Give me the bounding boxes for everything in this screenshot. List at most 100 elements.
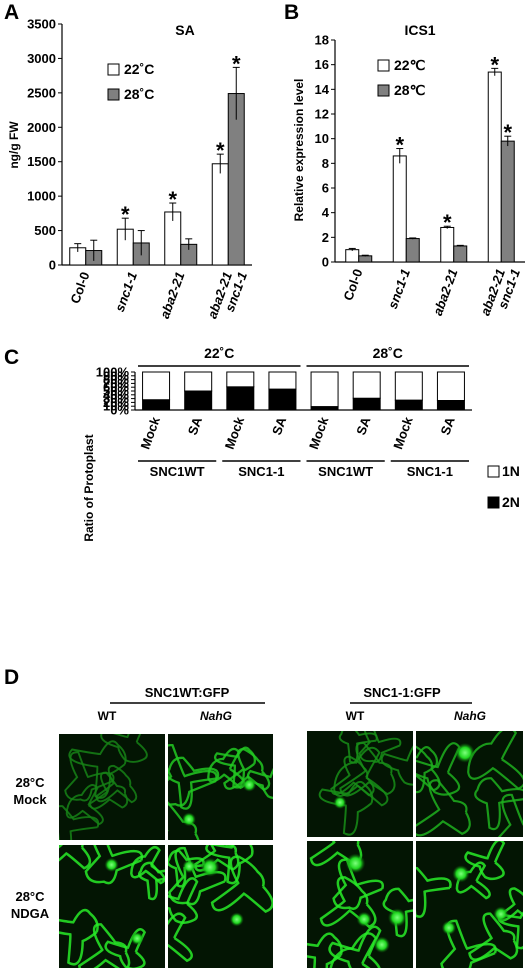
c-bar-segment-1n [310,371,339,408]
c-bar-segment-1n [226,371,255,388]
chart-a-yticks: 0 500 1000 1500 2000 2500 3000 3500 [27,17,252,273]
c-temperature-label: 22˚C [204,345,234,361]
chart-c-ylabel: Ratio of Protoplast [82,434,96,541]
cell-outline [84,845,144,885]
a-ytick-label: 3000 [27,51,56,66]
gfp-nucleus [182,812,196,827]
gfp-nucleus [104,857,119,872]
panel-label-d: D [4,666,19,689]
cell-outline [205,845,254,885]
a-ytick-label: 2500 [27,85,56,100]
gfp-nucleus [200,857,220,877]
a-category-label: Col-0 [67,270,92,306]
cell-outline [440,919,497,968]
a-ytick-label: 500 [34,223,56,238]
b-ytick-label: 6 [322,181,329,196]
cell-outline [168,801,200,840]
c-ytick-label: 20% [103,395,129,410]
b-bar-high [500,140,515,263]
gfp-nucleus [345,853,366,874]
c-legend-swatch [487,496,500,509]
cell-outline [416,742,461,796]
cell-outline [88,771,129,810]
b-category-label: aba2-21 [430,267,461,318]
chart-b-yticks: 0 2 4 6 8 10 12 14 16 18 [315,33,525,270]
cell-outline [416,779,471,837]
c-bar-segment-1n [184,371,213,392]
c-temperature-label: 28˚C [373,345,403,361]
b-significance-star: * [443,210,452,235]
construct-label-snc1-1: SNC1-1:GFP [363,685,441,700]
c-genotype-label: SNC1-1 [238,464,284,479]
b-bar-low [345,249,360,263]
gfp-nucleus [356,911,372,927]
gfp-nucleus [182,859,196,874]
cell-outline [168,877,199,924]
micrograph-image [59,845,165,968]
b-ytick-label: 12 [315,107,329,122]
c-treatment-label: Mock [306,414,332,451]
c-legend-label: 2N [502,494,520,510]
c-ytick-label: 90% [103,368,129,383]
c-legend-swatch [487,465,500,478]
cell-outline [59,805,100,840]
c-genotype-label: SNC1-1 [407,464,453,479]
gfp-nucleus [333,795,347,809]
b-category-label: snc1-1 [385,267,413,311]
cell-outline [59,845,92,870]
b-bar-high [358,255,373,263]
cell-outline [474,777,523,831]
b-ytick-label: 10 [315,131,329,146]
a-category-label: aba2-21 [157,270,188,321]
chart-a-ylabel: ng/g FW [7,121,21,169]
a-ytick-label: 1000 [27,189,56,204]
b-bar-high [453,245,468,263]
cell-outline [328,925,382,968]
gfp-nucleus [229,912,244,927]
c-bar-segment-2n [268,388,297,411]
panel-label-b: B [284,1,299,24]
b-significance-star: * [490,52,499,77]
cell-outline [168,744,218,807]
cell-outline [64,751,115,802]
panel-label-a: A [4,1,19,24]
gfp-nucleus [242,777,257,792]
a-ytick-label: 0 [49,258,56,273]
b-ytick-label: 4 [322,205,330,220]
b-bar-low [487,71,502,263]
c-treatment-label: SA [269,414,289,437]
chart-a-title: SA [175,22,194,38]
cell-outline [330,755,375,797]
c-ytick-label: 60% [103,380,129,395]
micrograph-image [59,734,165,840]
a-category-label: snc1-1 [112,270,140,314]
c-genotype-label: SNC1WT [150,464,205,479]
gfp-nucleus [130,931,144,946]
b-ytick-label: 8 [322,156,329,171]
c-genotype-label: SNC1WT [318,464,373,479]
a-ytick-label: 1500 [27,154,56,169]
c-ytick-label: 80% [103,372,129,387]
cell-outline [416,745,441,792]
c-bar-segment-2n [310,406,339,411]
cell-outline [329,932,378,968]
b-ytick-label: 18 [315,33,329,48]
c-bar-segment-2n [352,397,381,411]
cell-outline [497,793,523,837]
chart-a-legend: 22˚C 28˚C [107,61,154,102]
gfp-nucleus [493,906,509,922]
c-bar-segment-2n [394,399,423,411]
micrograph-image [307,841,413,968]
chart-c-groups: SNC1WT SNC1-1 SNC1WT SNC1-1 22˚C 28˚C [138,345,469,479]
cell-outline [380,745,413,786]
a-legend-swatch [107,63,120,76]
c-treatment-label: SA [437,414,457,437]
b-legend-swatch [377,59,390,72]
cell-outline [318,780,374,836]
column-label-nahg-2: NahG [454,709,486,723]
cell-outline [497,911,523,950]
cell-outline [464,841,506,881]
cell-outline [130,845,165,885]
c-ytick-label: 30% [103,391,129,406]
